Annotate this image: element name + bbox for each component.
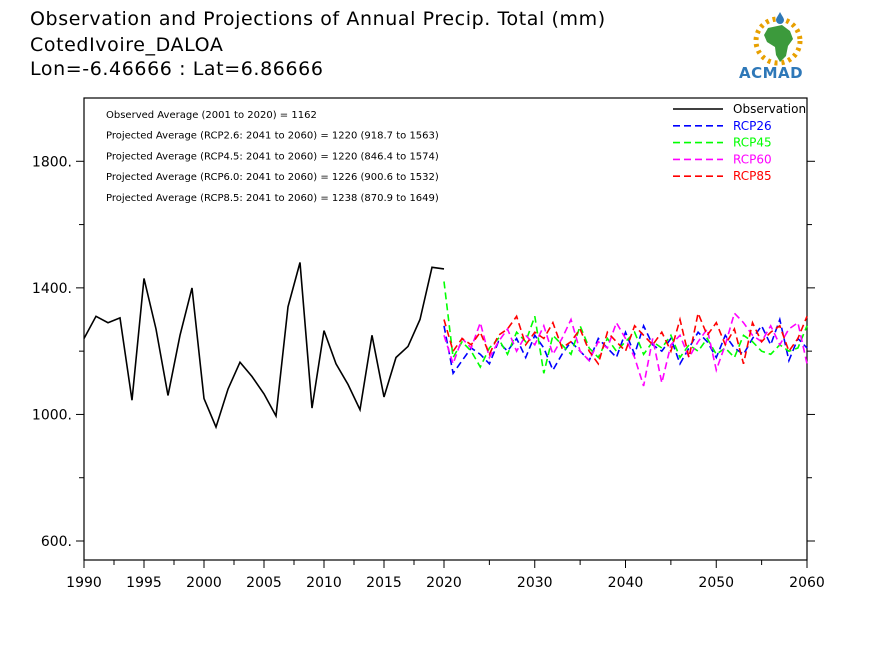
stat-line: Projected Average (RCP2.6: 2041 to 2060)… [106,131,439,142]
acmad-logo-icon [753,12,803,66]
stat-line: Projected Average (RCP4.5: 2041 to 2060)… [106,151,439,162]
x-tick-label: 2005 [246,575,282,591]
station-name: CotedIvoire_DALOA [30,34,224,56]
x-tick-label: 1990 [66,575,102,591]
legend-label: Observation [733,102,806,116]
chart-title: Observation and Projections of Annual Pr… [30,8,606,30]
x-tick-label: 1995 [126,575,162,591]
legend-label: RCP60 [733,152,772,166]
series-line-rcp45 [443,281,808,374]
plot-frame [83,97,808,561]
series-line-observation [83,262,445,430]
stat-line: Observed Average (2001 to 2020) = 1162 [106,110,317,121]
y-tick-label: 600. [41,534,72,550]
x-tick-label: 2020 [426,575,462,591]
stat-line: Projected Average (RCP6.0: 2041 to 2060)… [106,172,439,183]
series-line-rcp85 [443,310,808,366]
y-tick-label: 1000. [32,407,72,423]
x-tick-label: 2030 [517,575,553,591]
series-line-rcp26 [443,316,808,376]
x-tick-label: 2000 [186,575,222,591]
logo-text: ACMAD [739,64,804,82]
legend-label: RCP45 [733,136,772,150]
stat-line: Projected Average (RCP8.5: 2041 to 2060)… [106,193,439,204]
x-tick-label: 2010 [306,575,342,591]
y-tick-label: 1400. [32,281,72,297]
y-tick-label: 1800. [32,154,72,170]
x-tick-label: 2060 [789,575,825,591]
x-tick-label: 2040 [608,575,644,591]
legend-label: RCP26 [733,119,772,133]
x-tick-label: 2015 [366,575,402,591]
x-tick-label: 2050 [698,575,734,591]
coordinates-label: Lon=-6.46666 : Lat=6.86666 [30,58,324,80]
legend-label: RCP85 [733,169,772,183]
